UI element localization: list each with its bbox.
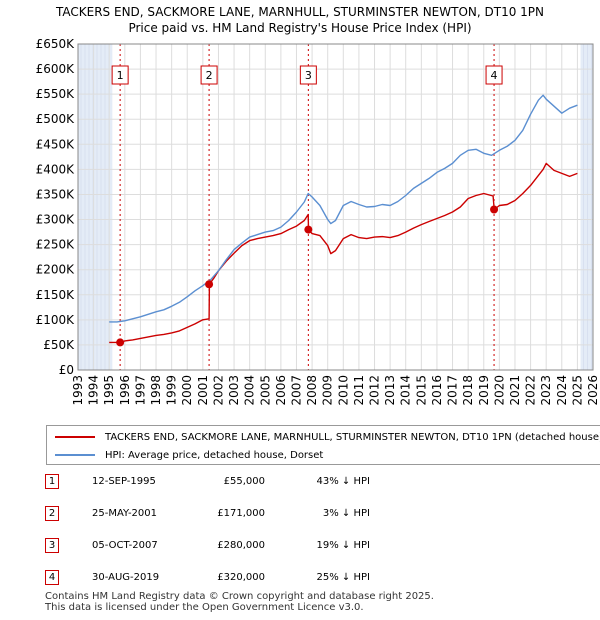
- sale-number-badge: 3: [45, 538, 59, 553]
- sale-point: [490, 205, 499, 214]
- sale-price: £171,000: [217, 508, 265, 519]
- x-tick-label: 2011: [352, 375, 366, 406]
- sale-row: 2 25-MAY-2001 £171,000 3% ↓ HPI: [40, 504, 600, 524]
- chart-title: TACKERS END, SACKMORE LANE, MARNHULL, ST…: [55, 5, 544, 19]
- x-tick-label: 2009: [321, 375, 335, 406]
- x-tick-label: 2012: [368, 375, 382, 406]
- sale-number-badge: 1: [45, 474, 59, 489]
- sale-label-number: 1: [117, 69, 124, 82]
- y-tick-label: £400K: [36, 162, 76, 176]
- sale-date: 30-AUG-2019: [92, 572, 160, 583]
- x-tick-label: 2020: [492, 375, 506, 406]
- sale-price: £320,000: [217, 572, 265, 583]
- sale-hpi-diff: 3% ↓ HPI: [322, 508, 370, 519]
- sale-label-box: [200, 65, 218, 85]
- sale-date: 05-OCT-2007: [92, 540, 158, 551]
- y-tick-label: £100K: [36, 313, 76, 327]
- y-tick-label: £0: [59, 363, 74, 377]
- sale-label-box: [111, 65, 129, 85]
- x-tick-label: 2000: [180, 375, 194, 406]
- x-tick-label: 2017: [446, 375, 460, 406]
- x-tick-label: 1999: [165, 375, 179, 406]
- x-tick-label: 2021: [508, 375, 522, 406]
- y-tick-label: £450K: [36, 137, 76, 151]
- sale-hpi-diff: 19% ↓ HPI: [316, 540, 370, 551]
- sale-label-number: 2: [206, 69, 213, 82]
- x-tick-label: 2018: [461, 375, 475, 406]
- sale-date: 12-SEP-1995: [92, 476, 156, 487]
- y-tick-label: £250K: [36, 238, 76, 252]
- x-tick-label: 2008: [305, 375, 319, 406]
- sale-label-number: 3: [305, 69, 312, 82]
- x-tick-label: 2019: [477, 375, 491, 406]
- x-tick-label: 2001: [196, 375, 210, 406]
- x-tick-label: 2005: [258, 375, 272, 406]
- sale-point: [205, 280, 214, 289]
- x-tick-label: 2006: [274, 375, 288, 406]
- legend-label-property: TACKERS END, SACKMORE LANE, MARNHULL, ST…: [105, 431, 600, 443]
- legend-swatch-property: [55, 436, 95, 438]
- sale-point: [304, 225, 313, 234]
- chart-subtitle: Price paid vs. HM Land Registry's House …: [128, 21, 472, 35]
- x-tick-label: 2004: [243, 375, 257, 406]
- sale-point: [116, 338, 125, 347]
- x-tick-label: 1998: [149, 375, 163, 406]
- y-tick-label: £50K: [43, 338, 75, 352]
- footer: Contains HM Land Registry data © Crown c…: [45, 591, 434, 613]
- legend-item-hpi: HPI: Average price, detached house, Dors…: [55, 448, 323, 462]
- sale-price: £280,000: [217, 540, 265, 551]
- x-tick-label: 2014: [399, 375, 413, 406]
- y-tick-label: £600K: [36, 62, 76, 76]
- y-tick-label: £500K: [36, 112, 76, 126]
- y-tick-label: £300K: [36, 213, 76, 227]
- x-tick-label: 1995: [102, 375, 116, 406]
- shaded-region: [580, 44, 593, 370]
- x-tick-label: 1994: [87, 375, 101, 406]
- sale-price: £55,000: [223, 476, 265, 487]
- y-tick-label: £150K: [36, 288, 76, 302]
- sale-label-box: [299, 65, 317, 85]
- x-tick-label: 1997: [133, 375, 147, 406]
- sale-number-badge: 2: [45, 506, 59, 521]
- x-tick-label: 2023: [539, 375, 553, 406]
- shaded-region: [78, 44, 113, 370]
- sale-number-badge: 4: [45, 570, 59, 585]
- y-tick-label: £550K: [36, 87, 76, 101]
- x-tick-label: 2015: [414, 375, 428, 406]
- plot-border: [77, 43, 594, 371]
- x-tick-label: 2025: [570, 375, 584, 406]
- sale-row: 1 12-SEP-1995 £55,000 43% ↓ HPI: [40, 472, 600, 492]
- footer-licence: This data is licensed under the Open Gov…: [45, 602, 364, 613]
- x-tick-label: 2010: [336, 375, 350, 406]
- x-tick-label: 2026: [586, 375, 600, 406]
- legend-item-property: TACKERS END, SACKMORE LANE, MARNHULL, ST…: [55, 430, 600, 444]
- x-tick-label: 2016: [430, 375, 444, 406]
- sale-row: 3 05-OCT-2007 £280,000 19% ↓ HPI: [40, 536, 600, 556]
- x-tick-label: 2024: [555, 375, 569, 406]
- legend-swatch-hpi: [55, 454, 95, 456]
- hpi-line: [109, 94, 578, 323]
- x-tick-label: 2022: [524, 375, 538, 406]
- x-tick-label: 2003: [227, 375, 241, 406]
- x-tick-label: 1993: [71, 375, 85, 406]
- chart-legend: TACKERS END, SACKMORE LANE, MARNHULL, ST…: [46, 425, 600, 465]
- x-tick-label: 2002: [211, 375, 225, 406]
- sale-row: 4 30-AUG-2019 £320,000 25% ↓ HPI: [40, 568, 600, 588]
- price-chart: 1 2 3 4 £0 £50K £100K £150K £200K £250K £300K £350…: [36, 37, 600, 406]
- legend-label-hpi: HPI: Average price, detached house, Dors…: [105, 449, 324, 461]
- sale-label-number: 4: [491, 69, 498, 82]
- y-tick-label: £350K: [36, 187, 76, 201]
- sale-date: 25-MAY-2001: [92, 508, 158, 519]
- x-tick-label: 1996: [118, 375, 132, 406]
- footer-copyright: Contains HM Land Registry data © Crown c…: [45, 591, 434, 602]
- y-tick-label: £200K: [36, 263, 76, 277]
- y-tick-label: £650K: [36, 37, 76, 51]
- x-tick-label: 2013: [383, 375, 397, 406]
- sale-label-box: [485, 65, 503, 85]
- x-tick-label: 2007: [289, 375, 303, 406]
- sale-hpi-diff: 25% ↓ HPI: [316, 572, 370, 583]
- sale-hpi-diff: 43% ↓ HPI: [316, 476, 370, 487]
- property-price-line: [109, 162, 578, 344]
